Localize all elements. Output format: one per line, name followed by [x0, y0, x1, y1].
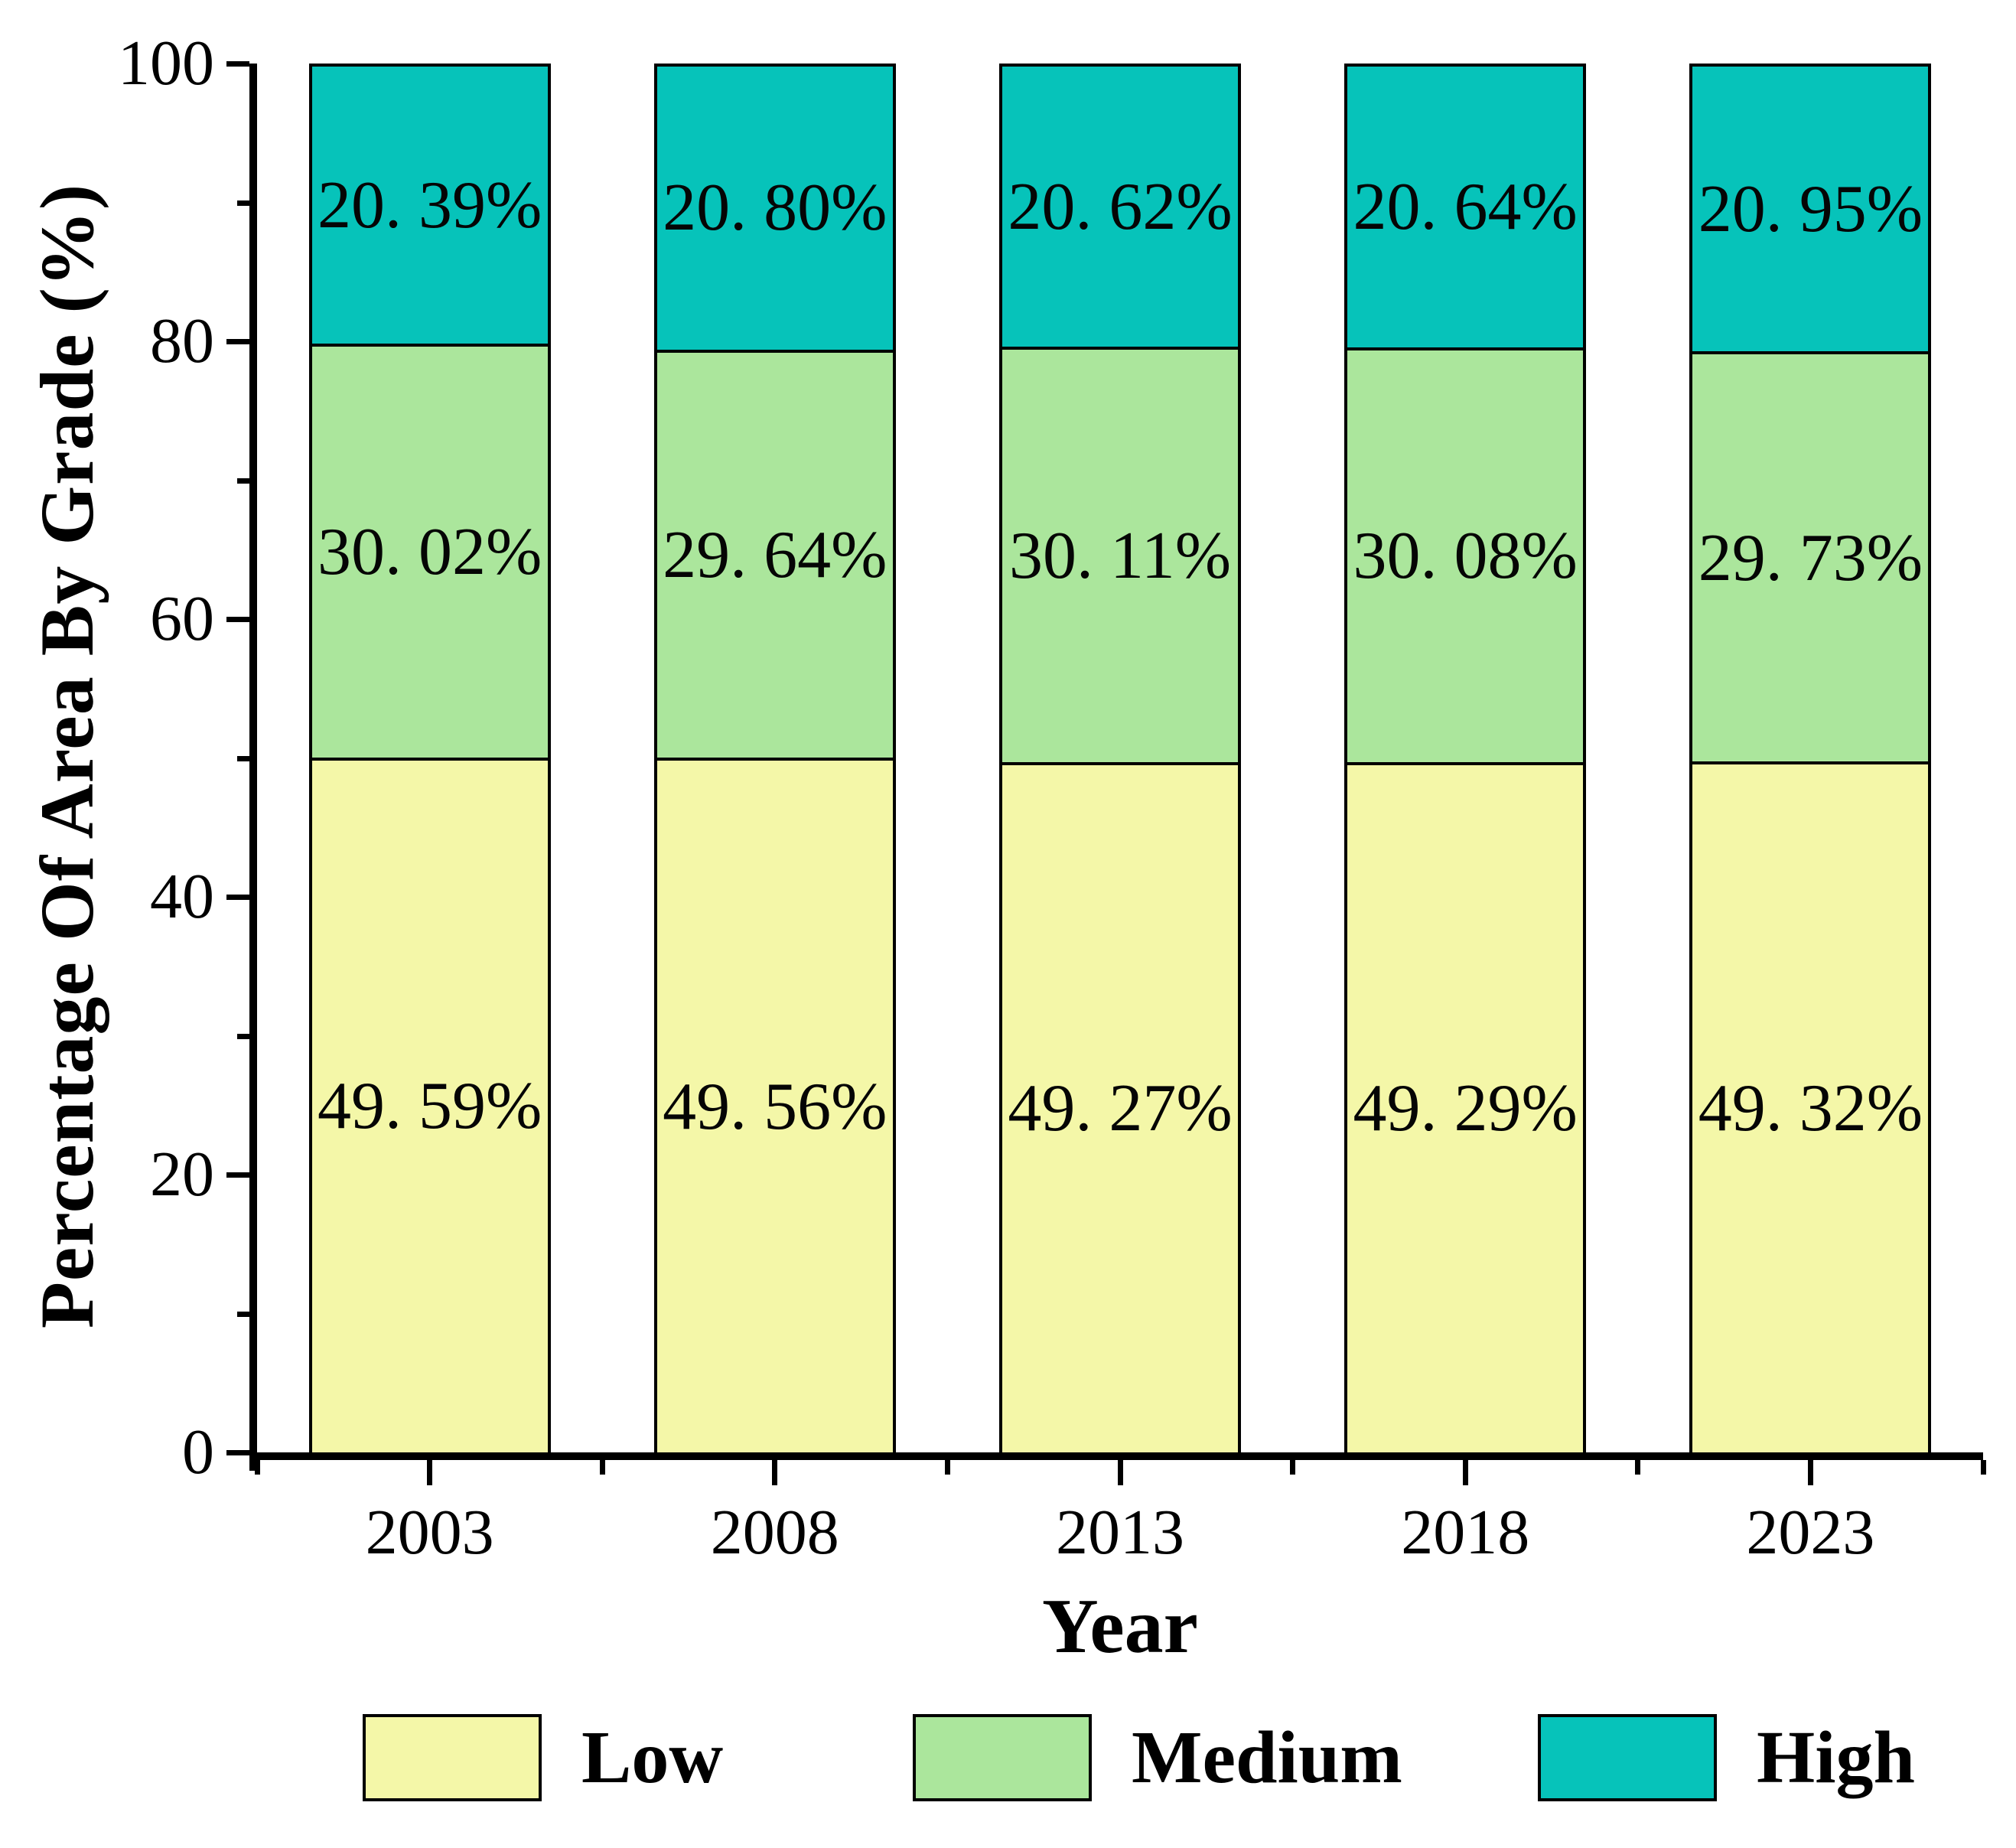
bar-2008: 20. 80% 29. 64% 49. 56% [653, 64, 896, 1455]
x-axis-major-tick [1462, 1460, 1468, 1485]
bar-segment-low-2003: 49. 59% [308, 757, 551, 1455]
legend-item-low: Low [363, 1713, 723, 1803]
bar-segment-label: 20. 80% [663, 171, 887, 246]
bar-segment-label: 49. 32% [1698, 1071, 1923, 1146]
bar-segment-medium-2013: 30. 11% [999, 347, 1241, 765]
y-axis-tick-label: 60 [150, 583, 214, 654]
legend-swatch-low [363, 1714, 542, 1801]
legend-swatch-high [1538, 1714, 1717, 1801]
y-axis-major-tick [226, 339, 249, 344]
bar-segment-label: 20. 62% [1008, 169, 1233, 244]
x-axis-line [249, 1452, 1983, 1460]
legend-label-low: Low [581, 1716, 724, 1799]
bar-segment-label: 30. 08% [1353, 519, 1578, 594]
y-axis-major-tick [226, 1172, 249, 1178]
y-axis-tick-label: 20 [150, 1139, 214, 1210]
bar-segment-label: 20. 95% [1698, 171, 1923, 246]
x-axis-title: Year [1042, 1583, 1198, 1670]
y-axis-minor-tick [237, 1033, 249, 1039]
y-axis-title: Percentage Of Area By Grade (%) [24, 183, 109, 1329]
x-axis-major-tick [1117, 1460, 1123, 1485]
x-axis-minor-tick [599, 1460, 605, 1475]
legend-label-medium: Medium [1132, 1716, 1402, 1799]
bar-segment-label: 49. 27% [1008, 1071, 1233, 1146]
y-axis-tick-label: 80 [150, 305, 214, 376]
bar-segment-medium-2003: 30. 02% [308, 344, 551, 761]
x-axis-minor-tick [1290, 1460, 1296, 1475]
x-axis-major-tick [1807, 1460, 1813, 1485]
bar-segment-label: 29. 73% [1698, 520, 1923, 595]
bar-segment-label: 29. 64% [663, 517, 887, 592]
legend-swatch-medium [913, 1714, 1092, 1801]
x-axis-minor-tick [254, 1460, 260, 1475]
x-axis-major-tick [427, 1460, 433, 1485]
x-axis-minor-tick [1980, 1460, 1986, 1475]
bar-2023: 20. 95% 29. 73% 49. 32% [1689, 64, 1932, 1455]
legend-label-high: High [1757, 1716, 1915, 1799]
y-axis-line [249, 64, 257, 1471]
y-axis-tick-label: 100 [118, 28, 214, 99]
bar-segment-label: 49. 56% [663, 1069, 887, 1144]
y-axis-tick-label: 40 [150, 861, 214, 932]
bar-segment-label: 20. 39% [317, 168, 542, 243]
bar-segment-label: 49. 59% [317, 1069, 542, 1144]
legend-item-medium: Medium [913, 1713, 1402, 1803]
y-axis-major-tick [226, 617, 249, 622]
x-axis-tick-label: 2023 [1746, 1497, 1875, 1568]
bar-segment-low-2013: 49. 27% [999, 761, 1241, 1455]
y-axis-minor-tick [237, 755, 249, 761]
x-axis-tick-label: 2008 [710, 1497, 839, 1568]
bar-segment-medium-2023: 29. 73% [1689, 351, 1932, 764]
bar-2018: 20. 64% 30. 08% 49. 29% [1344, 64, 1587, 1455]
bar-segment-high-2023: 20. 95% [1689, 64, 1932, 355]
bar-segment-high-2003: 20. 39% [308, 64, 551, 347]
bar-segment-medium-2018: 30. 08% [1344, 347, 1587, 765]
x-axis-minor-tick [944, 1460, 950, 1475]
bar-segment-low-2023: 49. 32% [1689, 761, 1932, 1455]
x-axis-tick-label: 2018 [1401, 1497, 1530, 1568]
y-axis-minor-tick [237, 200, 249, 206]
bar-2003: 20. 39% 30. 02% 49. 59% [308, 64, 551, 1455]
x-axis-tick-label: 2013 [1056, 1497, 1184, 1568]
y-axis-major-tick [226, 61, 249, 67]
y-axis-tick-label: 0 [182, 1416, 214, 1488]
legend-item-high: High [1538, 1713, 1915, 1803]
bar-segment-high-2013: 20. 62% [999, 64, 1241, 350]
bar-segment-medium-2008: 29. 64% [653, 349, 896, 761]
y-axis-minor-tick [237, 1311, 249, 1317]
bar-segment-low-2008: 49. 56% [653, 758, 896, 1455]
x-axis-tick-label: 2003 [365, 1497, 494, 1568]
bar-2013: 20. 62% 30. 11% 49. 27% [999, 64, 1241, 1455]
x-axis-minor-tick [1635, 1460, 1641, 1475]
x-axis-major-tick [772, 1460, 778, 1485]
bar-segment-high-2008: 20. 80% [653, 64, 896, 353]
bar-segment-high-2018: 20. 64% [1344, 64, 1587, 350]
bar-segment-label: 30. 11% [1008, 518, 1232, 593]
bar-segment-low-2018: 49. 29% [1344, 761, 1587, 1455]
y-axis-major-tick [226, 1450, 249, 1455]
bar-segment-label: 20. 64% [1353, 169, 1578, 244]
y-axis-minor-tick [237, 477, 249, 484]
bar-segment-label: 49. 29% [1353, 1071, 1578, 1146]
y-axis-major-tick [226, 895, 249, 900]
bar-segment-label: 30. 02% [317, 515, 542, 589]
